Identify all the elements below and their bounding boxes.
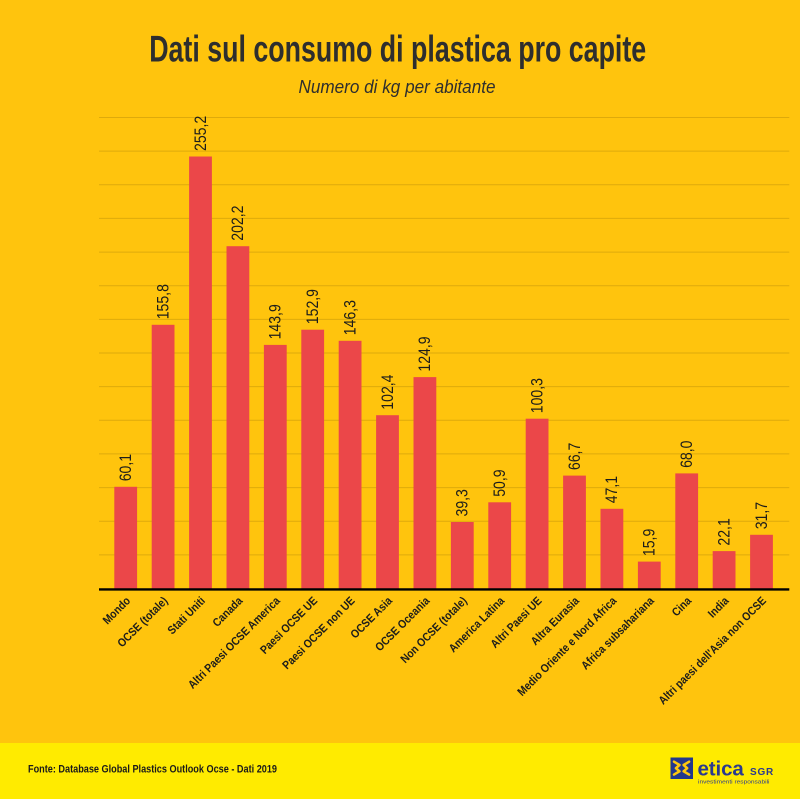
svg-text:SGR: SGR	[750, 767, 774, 778]
svg-text:155,8: 155,8	[153, 284, 172, 319]
svg-text:Fonte: Database Global Plastic: Fonte: Database Global Plastics Outlook …	[28, 764, 277, 776]
svg-text:202,2: 202,2	[228, 206, 247, 241]
svg-text:22,1: 22,1	[714, 518, 733, 545]
svg-text:15,9: 15,9	[640, 529, 659, 556]
svg-text:Numero di kg per abitante: Numero di kg per abitante	[299, 76, 496, 97]
svg-text:50,9: 50,9	[490, 469, 509, 496]
svg-text:39,3: 39,3	[453, 489, 472, 516]
svg-text:66,7: 66,7	[565, 443, 584, 470]
svg-text:124,9: 124,9	[415, 336, 434, 371]
svg-text:143,9: 143,9	[266, 304, 285, 339]
svg-text:etica: etica	[698, 757, 745, 780]
svg-text:146,3: 146,3	[340, 300, 359, 335]
svg-text:60,1: 60,1	[116, 454, 135, 481]
svg-text:investimenti responsabili: investimenti responsabili	[698, 779, 770, 785]
svg-text:255,2: 255,2	[191, 116, 210, 151]
svg-text:68,0: 68,0	[677, 440, 696, 467]
svg-text:102,4: 102,4	[378, 375, 397, 410]
svg-text:152,9: 152,9	[303, 289, 322, 324]
svg-text:Dati sul consumo di plastica p: Dati sul consumo di plastica pro capite	[149, 29, 646, 70]
svg-text:47,1: 47,1	[602, 476, 621, 503]
svg-text:100,3: 100,3	[527, 378, 546, 413]
svg-text:31,7: 31,7	[752, 502, 771, 529]
